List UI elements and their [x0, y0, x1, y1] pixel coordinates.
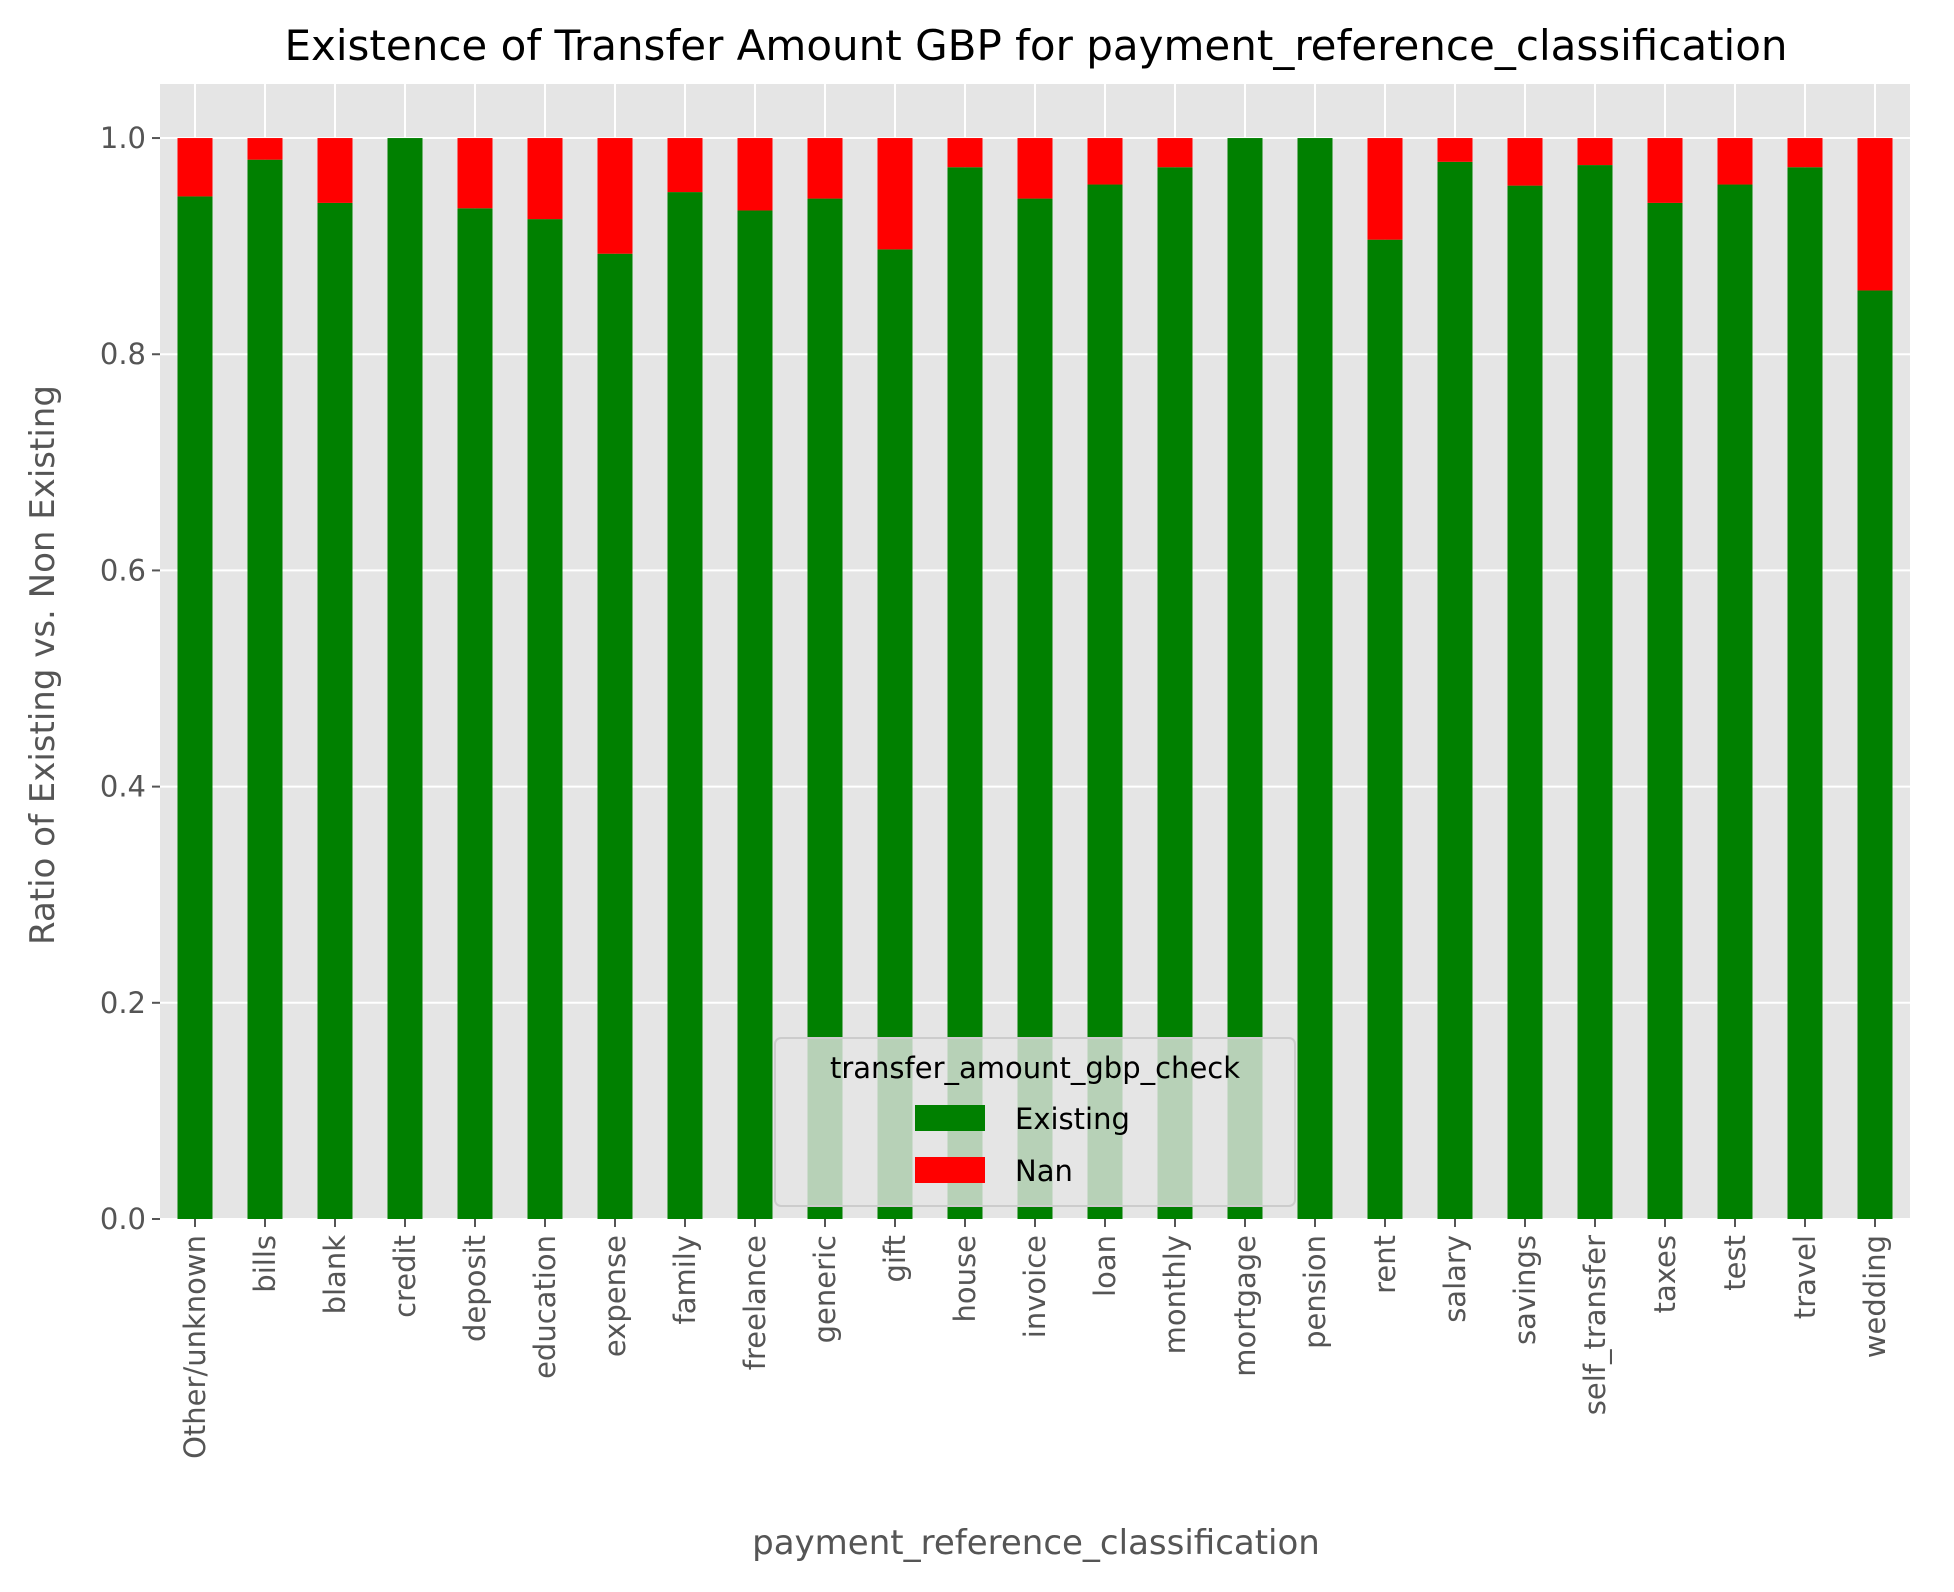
x-tick-label: loan: [1088, 1235, 1122, 1297]
y-tick-label: 1.0: [100, 121, 146, 155]
x-tick-label: salary: [1438, 1235, 1472, 1323]
x-axis-label: payment_reference_classification: [752, 1523, 1320, 1563]
x-tick-label: invoice: [1018, 1235, 1052, 1338]
bar-nan-test: [1717, 138, 1753, 185]
bar-nan-house: [947, 138, 983, 168]
x-tick-label: family: [668, 1235, 702, 1325]
x-tick-label: pension: [1298, 1235, 1332, 1349]
bar-nan-other-unknown: [177, 138, 213, 197]
x-tick-label: savings: [1508, 1235, 1542, 1345]
y-tick-label: 0.4: [100, 770, 146, 804]
bar-existing-other-unknown: [177, 196, 213, 1219]
bar-existing-blank: [317, 202, 353, 1219]
y-tick-label: 0.8: [100, 337, 146, 371]
bar-existing-family: [667, 192, 703, 1220]
bar-existing-rent: [1367, 239, 1403, 1219]
bar-nan-generic: [807, 138, 843, 199]
bar-nan-expense: [597, 138, 633, 254]
x-tick-label: self_transfer: [1578, 1235, 1612, 1415]
x-tick-label: house: [948, 1235, 982, 1322]
bar-existing-wedding: [1857, 290, 1893, 1219]
bar-existing-taxes: [1647, 202, 1683, 1219]
x-tick-label: mortgage: [1228, 1235, 1262, 1377]
bar-nan-deposit: [457, 138, 493, 209]
x-tick-label: wedding: [1858, 1235, 1892, 1358]
bar-existing-savings: [1507, 185, 1543, 1220]
bar-existing-self-transfer: [1577, 165, 1613, 1220]
bar-nan-taxes: [1647, 138, 1683, 203]
bar-existing-credit: [387, 138, 423, 1220]
bar-existing-test: [1717, 184, 1753, 1219]
bar-nan-loan: [1087, 138, 1123, 185]
x-tick-label: deposit: [458, 1235, 492, 1342]
x-tick-label: credit: [388, 1235, 422, 1318]
bar-existing-deposit: [457, 208, 493, 1220]
legend-label-existing: Existing: [1015, 1102, 1130, 1136]
x-tick-label: rent: [1368, 1235, 1402, 1294]
x-tick-label: test: [1718, 1235, 1752, 1291]
bar-nan-blank: [317, 138, 353, 203]
bar-nan-salary: [1437, 138, 1473, 162]
y-axis-label: Ratio of Existing vs. Non Existing: [23, 385, 63, 945]
y-tick-label: 0.0: [100, 1202, 146, 1236]
legend-title: transfer_amount_gbp_check: [830, 1051, 1240, 1085]
bar-existing-salary: [1437, 161, 1473, 1219]
x-tick-label: education: [528, 1235, 562, 1379]
chart-title: Existence of Transfer Amount GBP for pay…: [284, 21, 1787, 70]
bar-nan-invoice: [1017, 138, 1053, 199]
x-tick-label: taxes: [1648, 1235, 1682, 1313]
x-tick-label: bills: [248, 1235, 282, 1293]
x-tick-label: monthly: [1158, 1235, 1192, 1354]
bar-nan-savings: [1507, 138, 1543, 186]
bar-existing-freelance: [737, 210, 773, 1219]
bar-nan-monthly: [1157, 138, 1193, 168]
legend-swatch-existing: [915, 1105, 985, 1131]
x-tick-label: blank: [318, 1235, 352, 1315]
bar-nan-family: [667, 138, 703, 193]
bar-nan-rent: [1367, 138, 1403, 240]
legend-label-nan: Nan: [1015, 1154, 1073, 1188]
bar-nan-wedding: [1857, 138, 1893, 291]
x-tick-label: travel: [1788, 1235, 1822, 1319]
bar-existing-pension: [1297, 138, 1333, 1220]
bar-nan-self-transfer: [1577, 138, 1613, 166]
bar-nan-freelance: [737, 138, 773, 211]
bar-nan-education: [527, 138, 563, 220]
bar-nan-bills: [247, 138, 283, 160]
x-tick-label: freelance: [738, 1235, 772, 1370]
x-tick-label: expense: [598, 1235, 632, 1357]
legend-box: [774, 1037, 1296, 1207]
y-tick-label: 0.6: [100, 553, 146, 587]
bar-existing-expense: [597, 253, 633, 1219]
bar-existing-bills: [247, 159, 283, 1220]
y-tick-label: 0.2: [100, 986, 146, 1020]
x-tick-label: gift: [878, 1235, 912, 1283]
bar-nan-gift: [877, 138, 913, 250]
bar-nan-travel: [1787, 138, 1823, 168]
bar-existing-education: [527, 219, 563, 1220]
legend-swatch-nan: [915, 1157, 985, 1183]
bar-existing-travel: [1787, 167, 1823, 1219]
x-tick-label: Other/unknown: [178, 1235, 212, 1459]
x-tick-label: generic: [808, 1235, 842, 1343]
